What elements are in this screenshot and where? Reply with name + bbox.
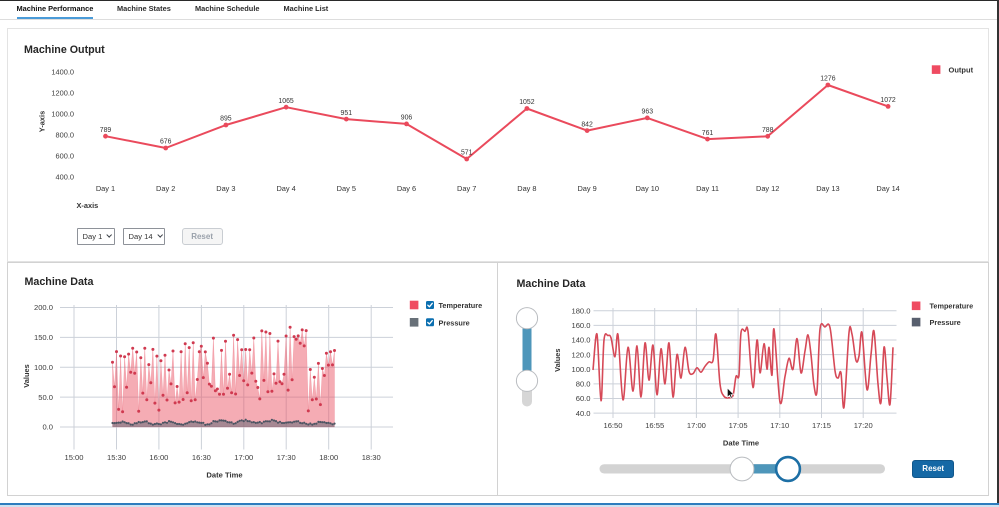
svg-text:Date Time: Date Time (723, 439, 759, 448)
svg-text:400.0: 400.0 (56, 173, 75, 182)
svg-text:1276: 1276 (820, 76, 835, 83)
svg-text:50.0: 50.0 (38, 393, 53, 402)
svg-text:676: 676 (160, 139, 172, 146)
svg-text:Day 1: Day 1 (96, 184, 115, 193)
svg-text:Output: Output (949, 66, 974, 75)
svg-text:789: 789 (100, 127, 112, 134)
svg-text:60.0: 60.0 (576, 394, 591, 403)
svg-text:18:30: 18:30 (362, 453, 381, 462)
svg-text:80.0: 80.0 (576, 380, 591, 389)
svg-text:Temperature: Temperature (930, 302, 974, 311)
svg-text:X-axis: X-axis (77, 201, 99, 210)
svg-text:17:20: 17:20 (854, 421, 873, 430)
svg-text:1000.0: 1000.0 (51, 110, 74, 119)
svg-text:18:00: 18:00 (319, 453, 338, 462)
svg-text:Day 2: Day 2 (156, 184, 175, 193)
svg-text:Day 12: Day 12 (756, 184, 779, 193)
svg-text:Pressure: Pressure (439, 318, 470, 327)
svg-text:800.0: 800.0 (56, 131, 75, 140)
svg-text:17:30: 17:30 (277, 453, 296, 462)
svg-text:600.0: 600.0 (56, 152, 75, 161)
svg-text:Pressure: Pressure (930, 318, 961, 327)
svg-text:Day 6: Day 6 (397, 184, 416, 193)
svg-text:1400.0: 1400.0 (51, 68, 74, 77)
svg-text:16:30: 16:30 (192, 453, 211, 462)
svg-text:Day 14: Day 14 (876, 184, 899, 193)
svg-text:Date Time: Date Time (206, 471, 242, 480)
svg-text:120.0: 120.0 (571, 350, 590, 359)
svg-text:1052: 1052 (519, 99, 534, 106)
svg-text:Day 11: Day 11 (696, 184, 719, 193)
svg-text:16:00: 16:00 (149, 453, 168, 462)
svg-text:571: 571 (461, 150, 473, 157)
svg-text:180.0: 180.0 (571, 307, 590, 316)
svg-text:200.0: 200.0 (34, 303, 53, 312)
svg-text:Values: Values (553, 348, 562, 371)
svg-text:Day 4: Day 4 (276, 184, 295, 193)
svg-text:761: 761 (702, 130, 714, 137)
svg-text:1072: 1072 (880, 97, 895, 104)
svg-text:17:10: 17:10 (770, 421, 789, 430)
svg-text:15:00: 15:00 (64, 453, 83, 462)
svg-text:17:00: 17:00 (687, 421, 706, 430)
svg-text:0.0: 0.0 (42, 423, 53, 432)
svg-text:1200.0: 1200.0 (51, 89, 74, 98)
svg-text:17:05: 17:05 (729, 421, 748, 430)
svg-text:906: 906 (401, 115, 413, 122)
svg-text:963: 963 (642, 109, 654, 116)
svg-text:788: 788 (762, 127, 774, 134)
svg-text:Day 13: Day 13 (816, 184, 839, 193)
svg-text:Day 8: Day 8 (517, 184, 536, 193)
svg-text:17:00: 17:00 (234, 453, 253, 462)
svg-text:Day 5: Day 5 (337, 184, 356, 193)
svg-text:842: 842 (581, 121, 593, 128)
svg-text:140.0: 140.0 (571, 336, 590, 345)
svg-text:17:15: 17:15 (812, 421, 831, 430)
svg-text:100.0: 100.0 (34, 363, 53, 372)
svg-text:100.0: 100.0 (571, 365, 590, 374)
svg-text:Values: Values (22, 364, 31, 387)
svg-text:951: 951 (341, 110, 353, 117)
svg-text:Temperature: Temperature (439, 301, 483, 310)
svg-text:1065: 1065 (278, 98, 293, 105)
svg-text:Day 10: Day 10 (636, 184, 659, 193)
svg-text:Y-axis: Y-axis (38, 111, 47, 132)
svg-text:40.0: 40.0 (576, 409, 591, 418)
svg-text:15:30: 15:30 (107, 453, 126, 462)
svg-text:160.0: 160.0 (571, 321, 590, 330)
svg-text:150.0: 150.0 (34, 333, 53, 342)
svg-text:16:55: 16:55 (645, 421, 664, 430)
svg-text:895: 895 (220, 116, 232, 123)
svg-text:16:50: 16:50 (603, 421, 622, 430)
svg-text:Day 9: Day 9 (577, 184, 596, 193)
svg-text:Day 3: Day 3 (216, 184, 235, 193)
svg-text:Day 7: Day 7 (457, 184, 476, 193)
